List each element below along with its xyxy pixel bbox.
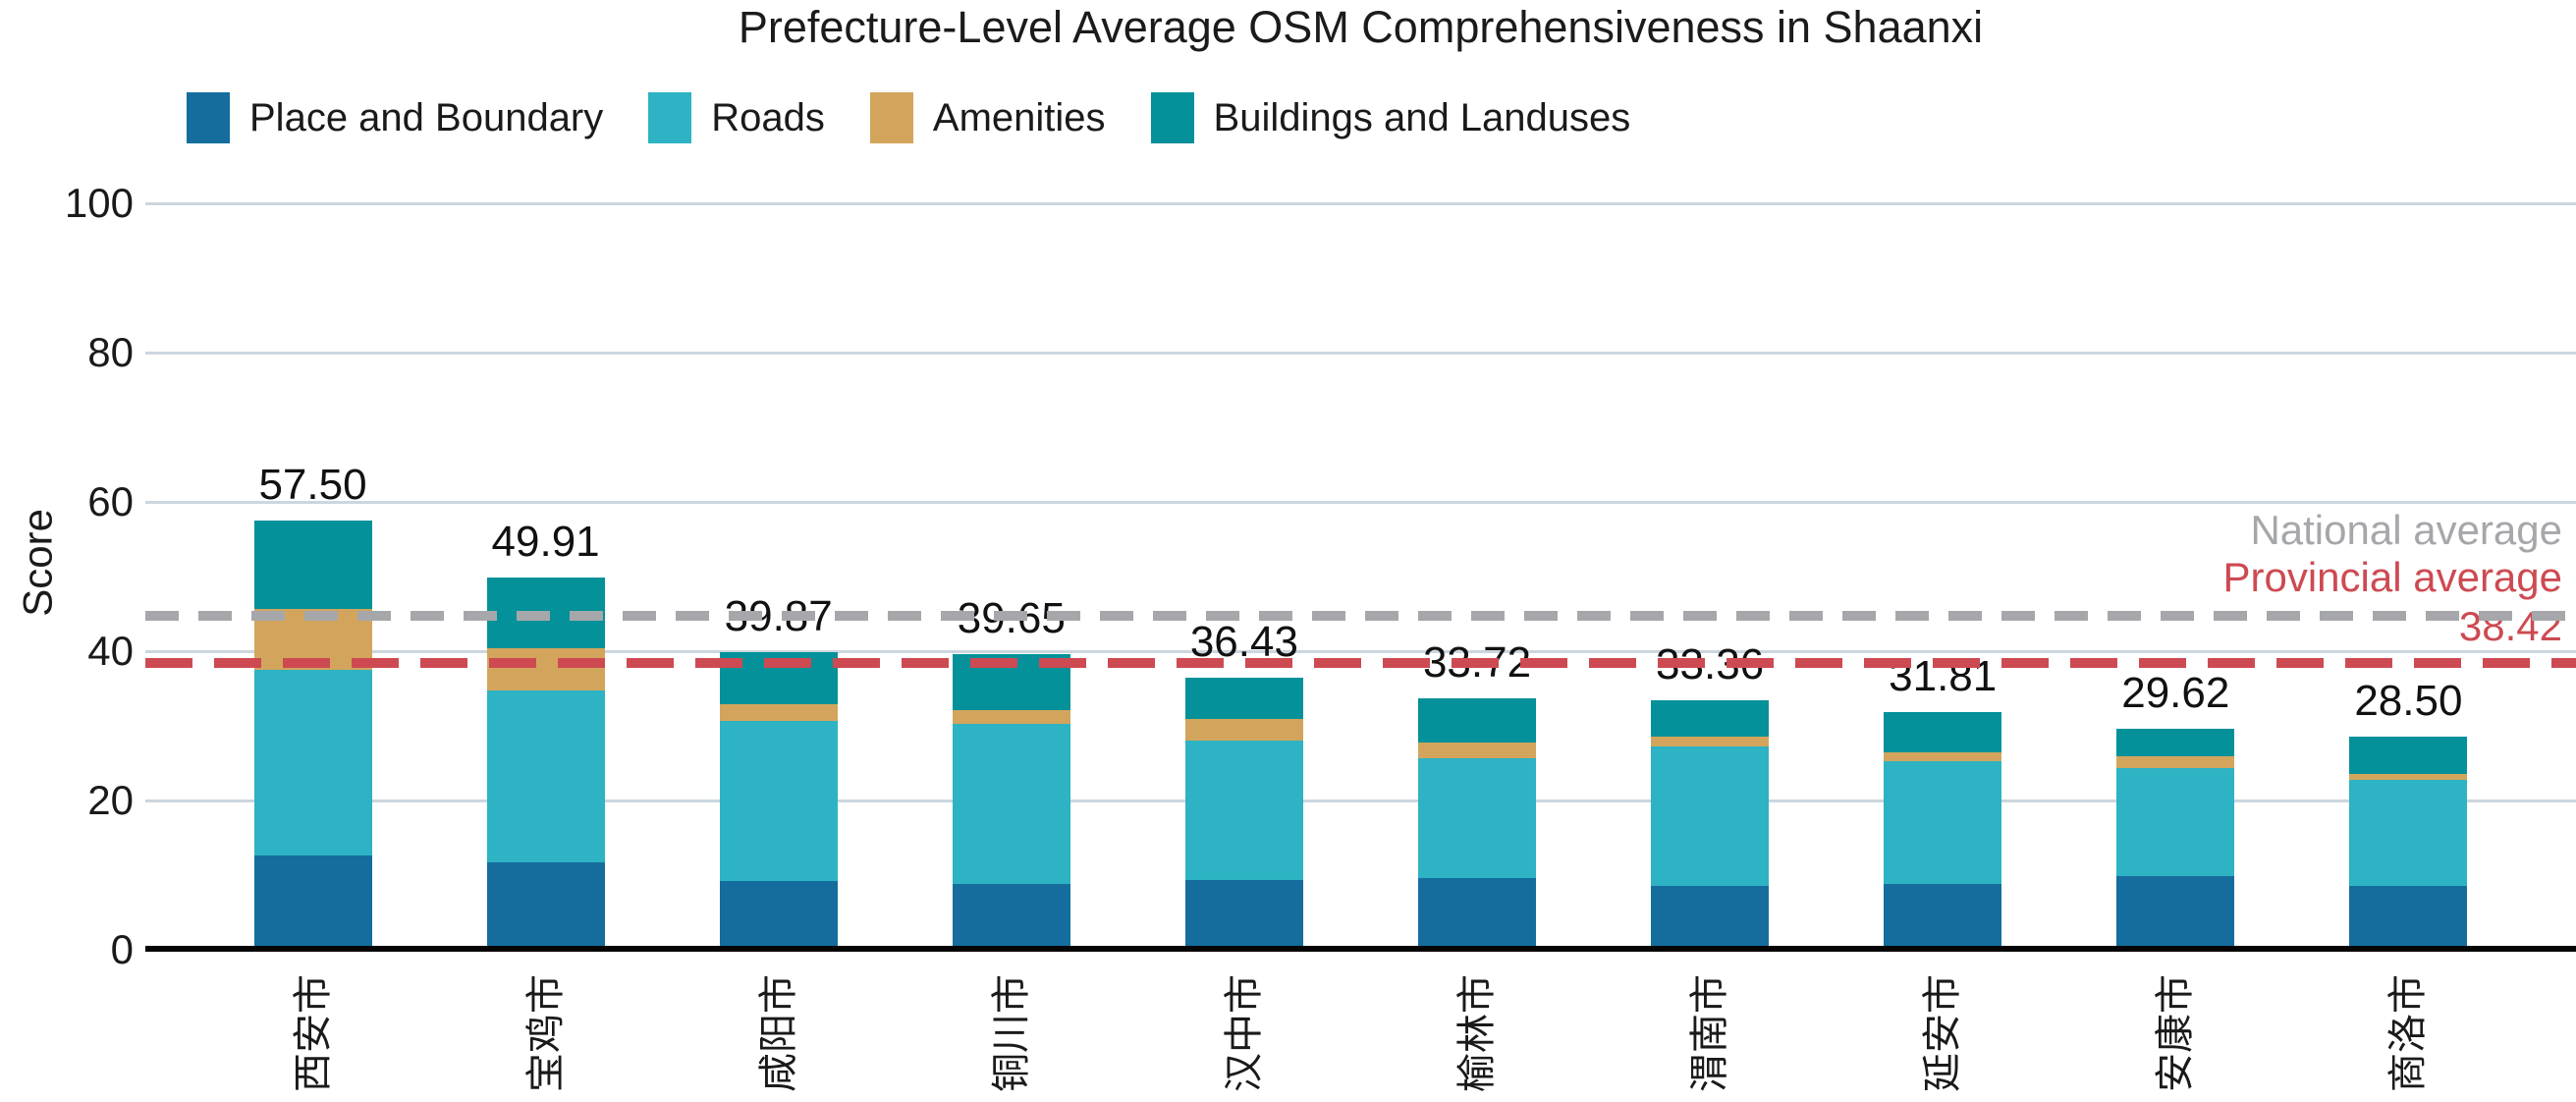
bar-segment-place-and-boundary xyxy=(2349,885,2468,950)
bar-segment-buildings-and-landuses xyxy=(1418,697,1536,743)
bar-segment-buildings-and-landuses xyxy=(253,521,372,610)
provincial-average-value: 38.42 xyxy=(2458,603,2562,649)
gridline-80 xyxy=(145,351,2576,355)
bar-segment-buildings-and-landuses xyxy=(1651,700,1770,737)
bar-segment-roads xyxy=(719,720,838,882)
y-tick-label-20: 20 xyxy=(87,777,134,823)
bar-segment-roads xyxy=(253,670,372,856)
y-tick-label-40: 40 xyxy=(87,628,134,674)
bar-segment-roads xyxy=(1184,741,1303,881)
legend-item-roads: Roads xyxy=(648,92,825,143)
legend-item-place-and-boundary: Place and Boundary xyxy=(187,92,603,143)
bar-segment-place-and-boundary xyxy=(1884,884,2002,950)
bar-segment-place-and-boundary xyxy=(486,862,605,950)
x-tick-label-商洛市: 商洛市 xyxy=(2386,974,2431,1092)
x-tick-label-咸阳市: 咸阳市 xyxy=(756,974,800,1092)
legend-swatch-amenities xyxy=(869,92,913,143)
x-tick-label-汉中市: 汉中市 xyxy=(1222,974,1266,1092)
bar-segment-place-and-boundary xyxy=(952,884,1070,950)
y-tick-label-0: 0 xyxy=(110,926,134,972)
bar-segment-amenities xyxy=(1884,751,2002,762)
legend-label-place-and-boundary: Place and Boundary xyxy=(249,96,604,139)
bar-segment-place-and-boundary xyxy=(1184,880,1303,950)
x-axis-line xyxy=(145,946,2576,952)
bar-total-label: 57.50 xyxy=(258,461,367,509)
chart-title: Prefecture-Level Average OSM Comprehensi… xyxy=(738,2,1984,52)
bar-segment-roads xyxy=(1884,761,2002,885)
provincial-average-line xyxy=(145,658,2576,668)
x-tick-label-渭南市: 渭南市 xyxy=(1688,974,1732,1092)
legend-label-roads: Roads xyxy=(711,96,825,139)
bar-segment-buildings-and-landuses xyxy=(2116,728,2235,757)
bar-segment-amenities xyxy=(719,703,838,721)
bar-total-label: 29.62 xyxy=(2121,668,2230,717)
bar-segment-place-and-boundary xyxy=(253,855,372,950)
bar-segment-amenities xyxy=(1418,742,1536,758)
national-average-line xyxy=(145,611,2576,622)
bar-segment-roads xyxy=(486,690,605,863)
bar-segment-amenities xyxy=(486,647,605,691)
y-tick-label-80: 80 xyxy=(87,329,134,375)
legend-swatch-roads xyxy=(648,92,692,143)
legend-item-buildings-and-landuses: Buildings and Landuses xyxy=(1150,92,1631,143)
x-tick-label-安康市: 安康市 xyxy=(2154,974,2198,1092)
bar-total-label: 49.91 xyxy=(491,517,600,566)
gridline-60 xyxy=(145,500,2576,504)
bar-segment-roads xyxy=(1418,757,1536,879)
x-tick-label-铜川市: 铜川市 xyxy=(989,974,1033,1092)
bar-segment-roads xyxy=(2349,779,2468,886)
legend-label-amenities: Amenities xyxy=(932,96,1106,139)
x-tick-label-西安市: 西安市 xyxy=(291,974,335,1092)
bar-segment-amenities xyxy=(2349,773,2468,780)
legend-swatch-buildings-and-landuses xyxy=(1150,92,1194,143)
bar-segment-buildings-and-landuses xyxy=(1184,678,1303,720)
legend-item-amenities: Amenities xyxy=(869,92,1106,143)
bar-segment-buildings-and-landuses xyxy=(1884,712,2002,752)
bar-segment-place-and-boundary xyxy=(1418,878,1536,950)
bar-segment-roads xyxy=(952,723,1070,885)
legend-label-buildings-and-landuses: Buildings and Landuses xyxy=(1213,96,1631,139)
y-tick-label-60: 60 xyxy=(87,478,134,524)
bar-segment-amenities xyxy=(952,710,1070,724)
bar-segment-buildings-and-landuses xyxy=(2349,737,2468,774)
x-tick-label-延安市: 延安市 xyxy=(1921,974,1965,1092)
bar-segment-roads xyxy=(1651,746,1770,886)
y-tick-label-100: 100 xyxy=(64,180,134,226)
bar-segment-place-and-boundary xyxy=(2116,875,2235,950)
gridline-20 xyxy=(145,799,2576,802)
bar-segment-roads xyxy=(2116,768,2235,876)
x-tick-label-榆林市: 榆林市 xyxy=(1455,974,1499,1092)
x-tick-label-宝鸡市: 宝鸡市 xyxy=(523,974,568,1092)
gridline-40 xyxy=(145,649,2576,653)
bar-segment-place-and-boundary xyxy=(719,881,838,950)
bar-segment-amenities xyxy=(1184,719,1303,742)
national-average-label: National average xyxy=(2250,507,2562,553)
provincial-average-label: Provincial average xyxy=(2222,554,2562,600)
legend: Place and Boundary Roads Amenities Building… xyxy=(187,92,1630,143)
legend-swatch-place-and-boundary xyxy=(187,92,230,143)
bar-total-label: 36.43 xyxy=(1189,618,1298,667)
bar-segment-amenities xyxy=(2116,756,2235,769)
bar-total-label: 28.50 xyxy=(2354,677,2463,726)
bar-segment-place-and-boundary xyxy=(1651,885,1770,950)
bar-segment-amenities xyxy=(1651,736,1770,747)
gridline-100 xyxy=(145,201,2576,205)
